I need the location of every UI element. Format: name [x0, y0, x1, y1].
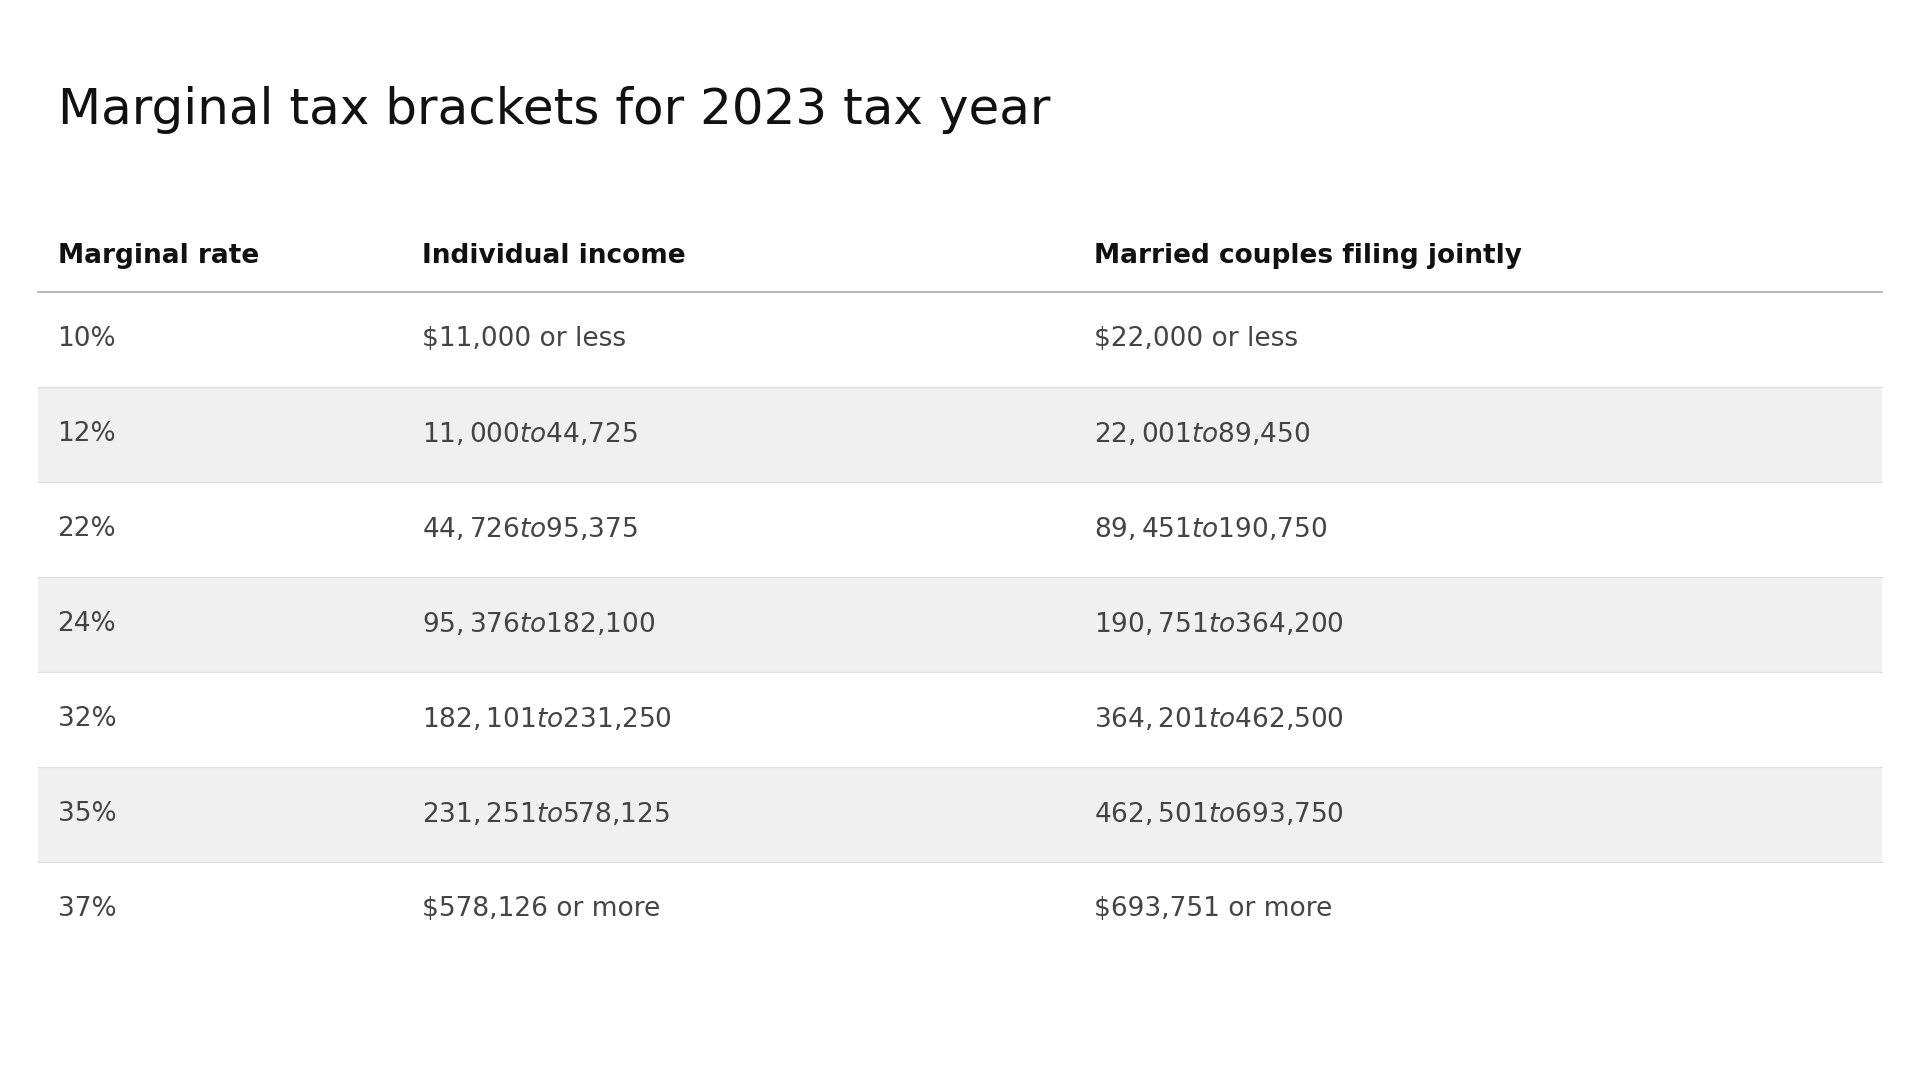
Text: 37%: 37% [58, 896, 117, 922]
Text: $22,001 to $89,450: $22,001 to $89,450 [1094, 420, 1311, 447]
Text: $462,501 to $693,750: $462,501 to $693,750 [1094, 800, 1344, 827]
Bar [38, 767, 1882, 862]
Text: $231,251 to $578,125: $231,251 to $578,125 [422, 800, 670, 827]
Text: 10%: 10% [58, 326, 117, 352]
Bar [38, 292, 1882, 387]
Text: $22,000 or less: $22,000 or less [1094, 326, 1298, 352]
Text: Married couples filing jointly: Married couples filing jointly [1094, 243, 1523, 269]
Text: Marginal tax brackets for 2023 tax year: Marginal tax brackets for 2023 tax year [58, 86, 1050, 134]
Text: 35%: 35% [58, 801, 117, 827]
Bar [38, 387, 1882, 482]
Text: $578,126 or more: $578,126 or more [422, 896, 660, 922]
Text: 32%: 32% [58, 706, 117, 732]
Bar [38, 577, 1882, 672]
Text: Marginal rate: Marginal rate [58, 243, 259, 269]
Bar [38, 862, 1882, 957]
Bar [38, 672, 1882, 767]
Text: $44,726 to $95,375: $44,726 to $95,375 [422, 516, 637, 542]
Text: $95,376 to $182,100: $95,376 to $182,100 [422, 611, 655, 637]
Text: 12%: 12% [58, 421, 117, 447]
Text: 22%: 22% [58, 516, 117, 542]
Text: Individual income: Individual income [422, 243, 685, 269]
Text: 24%: 24% [58, 611, 117, 637]
Text: $364,201 to $462,500: $364,201 to $462,500 [1094, 706, 1344, 732]
Text: $182,101 to $231,250: $182,101 to $231,250 [422, 706, 672, 732]
Text: $89,451 to $190,750: $89,451 to $190,750 [1094, 516, 1327, 542]
Text: $693,751 or more: $693,751 or more [1094, 896, 1332, 922]
Text: $11,000 or less: $11,000 or less [422, 326, 626, 352]
Text: $190,751 to $364,200: $190,751 to $364,200 [1094, 611, 1344, 637]
Bar [38, 482, 1882, 577]
Text: $11,000 to $44,725: $11,000 to $44,725 [422, 420, 637, 447]
